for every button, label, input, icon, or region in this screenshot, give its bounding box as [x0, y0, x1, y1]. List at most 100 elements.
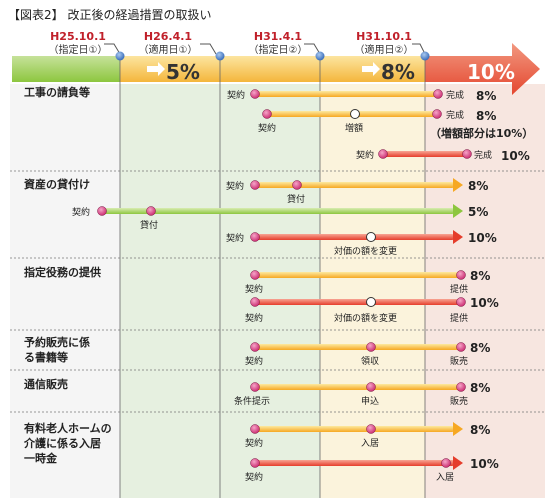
point-contract	[250, 458, 260, 468]
rate-result: 10%	[470, 457, 499, 471]
rate-result: 5%	[468, 205, 488, 219]
point-terms	[250, 382, 260, 392]
bar-lease-1: 契約 貸付 8%	[226, 178, 488, 205]
rate-band-green	[12, 56, 120, 82]
section-title-construction: 工事の請負等	[24, 85, 90, 99]
panel-left-bg	[10, 84, 120, 498]
rate-band-yellow-1	[120, 56, 220, 82]
rate-note: （増額部分は10%）	[430, 126, 533, 140]
rate-label-10: 10%	[467, 60, 515, 84]
date-sub-4: （適用日②）	[355, 43, 414, 56]
bar-construction-1: 契約 完成 8%	[227, 89, 496, 103]
section-title-nursing-home: 有料老人ホームの 介護に係る入居 一時金	[23, 421, 112, 465]
label-contract: 契約	[245, 471, 263, 483]
rate-result: 8%	[470, 341, 490, 355]
date-label-1: H25.10.1	[50, 30, 106, 43]
label-provision: 提供	[450, 312, 468, 324]
rate-result: 10%	[470, 296, 499, 310]
point-contract	[250, 297, 260, 307]
date-marker-4	[420, 51, 430, 61]
label-contract: 契約	[72, 206, 90, 218]
panel-yellow-bg	[320, 84, 425, 498]
band-arrow-icon-2	[362, 62, 380, 76]
rate-result: 10%	[468, 231, 497, 245]
bar-mail-order: 条件提示 申込 販売 8%	[234, 381, 490, 407]
rate-band-yellow-2	[220, 56, 425, 82]
rate-label-8: 8%	[381, 60, 415, 84]
arrow-head	[453, 230, 463, 244]
point-lease	[146, 206, 156, 216]
label-contract: 契約	[226, 232, 244, 244]
label-receipt: 領収	[361, 355, 379, 367]
label-sale: 販売	[450, 395, 468, 407]
rate-band-red-arrow	[425, 43, 540, 95]
point-application	[366, 382, 376, 392]
label-contract: 契約	[227, 89, 245, 101]
label-completion: 完成	[446, 89, 464, 101]
label-contract: 契約	[245, 283, 263, 295]
point-contract	[250, 89, 260, 99]
date-leader-1	[104, 43, 121, 55]
point-contract	[250, 180, 260, 190]
label-provision: 提供	[450, 283, 468, 295]
point-sale	[456, 382, 466, 392]
point-move-in	[366, 424, 376, 434]
label-price-change: 対価の額を変更	[334, 245, 397, 257]
date-sub-1: （指定日①）	[49, 43, 108, 56]
point-contract	[97, 206, 107, 216]
point-contract	[250, 424, 260, 434]
rate-result: 8%	[476, 89, 496, 103]
label-contract: 契約	[245, 355, 263, 367]
section-title-lease: 資産の貸付け	[24, 177, 90, 191]
point-provision	[456, 270, 466, 280]
svg-text:予約販売に係: 予約販売に係	[24, 335, 90, 349]
arrow-head	[453, 422, 463, 436]
svg-text:る書籍等: る書籍等	[24, 350, 68, 364]
rate-result: 8%	[468, 179, 488, 193]
arrow-head	[453, 178, 463, 192]
label-sale: 販売	[450, 355, 468, 367]
point-contract	[250, 270, 260, 280]
date-label-2: H26.4.1	[144, 30, 192, 43]
section-title-books: 予約販売に係 る書籍等	[24, 335, 90, 364]
date-leader-2	[200, 43, 217, 55]
label-completion: 完成	[474, 149, 492, 161]
date-marker-2	[215, 51, 225, 61]
section-title-service: 指定役務の提供	[24, 265, 101, 279]
bar-service-1: 契約 提供 8%	[245, 269, 490, 295]
point-completion	[462, 149, 472, 159]
rate-result: 8%	[470, 423, 490, 437]
date-leader-4	[412, 43, 426, 55]
point-sale	[456, 342, 466, 352]
point-lease	[292, 180, 302, 190]
label-move-in: 入居	[436, 472, 454, 483]
label-contract: 契約	[245, 437, 263, 449]
point-contract	[250, 232, 260, 242]
date-label-3: H31.4.1	[254, 30, 302, 43]
rate-result: 8%	[476, 109, 496, 123]
date-marker-3	[315, 51, 325, 61]
svg-text:一時金: 一時金	[24, 451, 58, 465]
band-arrow-icon-1	[147, 62, 165, 76]
point-increase	[350, 109, 360, 119]
bar-construction-2: 契約 増額 完成 8% （増額部分は10%）	[258, 109, 533, 140]
svg-text:介護に係る入居: 介護に係る入居	[23, 436, 101, 450]
bar-nursing-1: 契約 入居 8%	[245, 422, 490, 449]
arrow-head	[453, 204, 463, 218]
arrow-head	[453, 456, 463, 470]
label-price-change: 対価の額を変更	[334, 312, 397, 324]
point-completion	[432, 109, 442, 119]
rate-result: 10%	[501, 149, 530, 163]
date-sub-3: （指定日②）	[249, 43, 308, 56]
label-increase: 増額	[345, 122, 363, 134]
point-price-change	[366, 297, 376, 307]
point-move-in	[441, 458, 451, 468]
label-contract: 契約	[245, 312, 263, 324]
bar-service-2: 契約 対価の額を変更 提供 10%	[245, 296, 499, 324]
date-label-4: H31.10.1	[356, 30, 412, 43]
bar-books: 契約 領収 販売 8%	[245, 341, 490, 367]
point-completion	[433, 89, 443, 99]
bar-lease-3: 契約 対価の額を変更 10%	[226, 230, 497, 257]
label-contract: 契約	[226, 180, 244, 192]
